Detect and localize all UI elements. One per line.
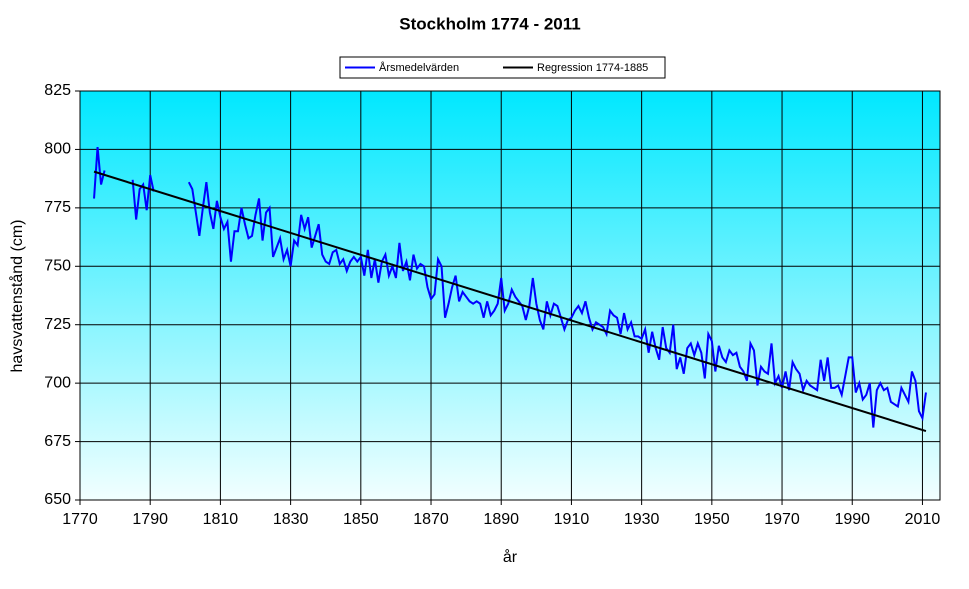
y-tick-label: 675 — [44, 433, 71, 450]
x-tick-label: 2010 — [905, 511, 941, 528]
y-tick-label: 725 — [44, 316, 71, 333]
legend-label: Årsmedelvärden — [379, 61, 459, 74]
x-tick-label: 1990 — [834, 511, 870, 528]
y-tick-label: 750 — [44, 258, 71, 275]
x-tick-label: 1790 — [132, 511, 168, 528]
x-tick-label: 1950 — [694, 511, 730, 528]
data-line — [93, 170, 927, 433]
y-tick-label: 775 — [44, 199, 71, 216]
x-axis-label: år — [503, 548, 518, 566]
x-tick-label: 1890 — [483, 511, 519, 528]
y-tick-label: 825 — [44, 82, 71, 99]
y-axis-label: havsvattenstånd (cm) — [8, 220, 26, 373]
chart-title: Stockholm 1774 - 2011 — [399, 14, 580, 33]
y-tick-label: 700 — [44, 374, 71, 391]
x-tick-label: 1910 — [554, 511, 590, 528]
x-tick-label: 1970 — [764, 511, 800, 528]
y-tick-label: 800 — [44, 141, 71, 158]
legend-label: Regression 1774-1885 — [537, 62, 648, 74]
legend — [339, 56, 666, 79]
y-tick-label: 650 — [44, 491, 71, 508]
x-tick-label: 1870 — [413, 511, 449, 528]
x-tick-label: 1850 — [343, 511, 379, 528]
x-tick-label: 1830 — [273, 511, 309, 528]
x-tick-label: 1810 — [203, 511, 239, 528]
x-tick-label: 1770 — [62, 511, 98, 528]
x-tick-label: 1930 — [624, 511, 660, 528]
